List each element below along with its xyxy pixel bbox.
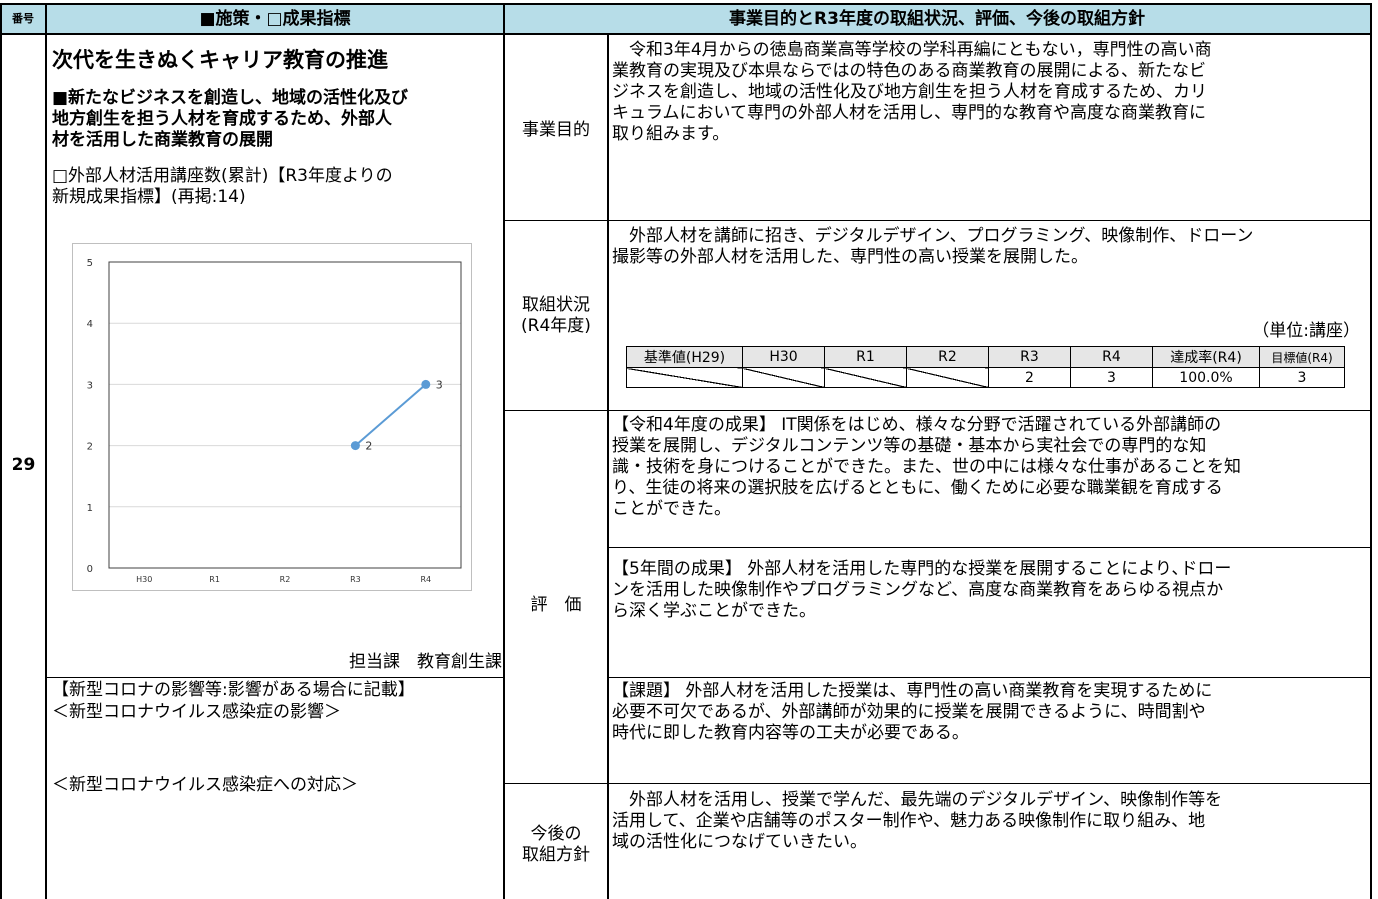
evaluation-5y-line: ンを活用した映像制作やプログラミングなど、高度な商業教育をあらゆる視点か — [612, 580, 1224, 600]
header-business: 事業目的とR3年度の取組状況、評価、今後の取組方針 — [504, 4, 1370, 34]
header-policy: ■施策・□成果指標 — [46, 4, 504, 34]
purpose-line: ジネスを創造し、地域の活性化及び地方創生を担う人材を育成するため、カリ — [612, 82, 1207, 102]
th-r4: R4 — [1070, 346, 1153, 368]
status-label: 取組状況 (R4年度) — [504, 295, 608, 337]
status-table: 基準値(H29) H30 R1 R2 R3 R4 達成率(R4) 目標値(R4)… — [626, 346, 1345, 388]
x-tick-label: R4 — [420, 575, 431, 584]
y-tick-label: 3 — [87, 380, 93, 391]
evaluation-r4-line: ことができた。 — [612, 499, 731, 519]
policy-title: 次代を生きぬくキャリア教育の推進 — [52, 48, 388, 72]
evaluation-issues-line: 【課題】 外部人材を活用した授業は、専門性の高い商業教育を実現するために — [612, 681, 1213, 701]
policy-subtitle-line: ■新たなビジネスを創造し、地域の活性化及び — [52, 88, 409, 108]
y-tick-label: 0 — [87, 564, 93, 575]
evaluation-issues: 【課題】 外部人材を活用した授業は、専門性の高い商業教育を実現するために 必要不… — [612, 681, 1368, 744]
evaluation-r4: 【令和4年度の成果】 IT関係をはじめ、様々な分野で活躍されている外部講師の 授… — [612, 415, 1368, 520]
td-r3: 2 — [988, 367, 1071, 388]
purpose-text: 令和3年4月からの徳島商業高等学校の学科再編にともない，専門性の高い商 業教育の… — [612, 40, 1368, 145]
policy-subtitle: ■新たなビジネスを創造し、地域の活性化及び 地方創生を担う人材を育成するため、外… — [52, 88, 504, 151]
status-text: 外部人材を講師に招き、デジタルデザイン、プログラミング、映像制作、ドローン 撮影… — [612, 226, 1368, 268]
evaluation-r4-line: 識・技術を身につけることができた。また、世の中には様々な仕事があることを知 — [612, 457, 1241, 477]
x-tick-label: R3 — [350, 575, 361, 584]
data-label: 3 — [436, 378, 443, 391]
th-target: 目標値(R4) — [1259, 346, 1345, 368]
evaluation-r4-line: 【令和4年度の成果】 IT関係をはじめ、様々な分野で活躍されている外部講師の — [612, 415, 1222, 435]
header-number: 番号 — [0, 4, 46, 34]
purpose-line: キュラムにおいて専門の外部人材を活用し、専門的な教育や高度な商業教育に — [612, 103, 1206, 123]
y-tick-label: 4 — [87, 319, 93, 330]
future-line: 活用して、企業や店舗等のポスター制作や、魅力ある映像制作に取り組み、地 — [612, 811, 1206, 831]
y-tick-label: 2 — [87, 442, 93, 453]
td-rate: 100.0% — [1152, 367, 1260, 388]
status-table-wrap: 基準値(H29) H30 R1 R2 R3 R4 達成率(R4) 目標値(R4)… — [626, 346, 1345, 388]
future-label-line: 取組方針 — [522, 845, 590, 865]
corona-heading: 【新型コロナの影響等:影響がある場合に記載】 — [52, 680, 415, 700]
td-r4: 3 — [1070, 367, 1153, 388]
indicator-label: □外部人材活用講座数(累計)【R3年度よりの 新規成果指標】(再掲:14) — [52, 166, 504, 208]
status-unit: （単位:講座） — [1252, 321, 1360, 341]
td-base — [626, 367, 743, 388]
purpose-line: 業教育の実現及び本県ならではの特色のある商業教育の展開による、新たなビ — [612, 61, 1206, 81]
future-label: 今後の 取組方針 — [504, 824, 608, 866]
future-line: 外部人材を活用し、授業で学んだ、最先端のデジタルデザイン、映像制作等を — [629, 790, 1223, 810]
future-label-line: 今後の — [530, 824, 582, 844]
y-tick-label: 1 — [87, 503, 93, 514]
th-h30: H30 — [742, 346, 825, 368]
th-r1: R1 — [824, 346, 907, 368]
plot-area — [108, 261, 462, 569]
department-label: 担当課 教育創生課 — [349, 652, 502, 672]
policy-subtitle-line: 地方創生を担う人材を育成するため、外部人 — [52, 109, 392, 129]
th-base: 基準値(H29) — [626, 346, 743, 368]
indicator-chart: 0 1 2 3 4 5 H30 R1 R2 R3 R4 2 3 — [87, 258, 462, 584]
evaluation-5y-line: 【5年間の成果】 外部人材を活用した専門的な授業を展開することにより､ドロー — [612, 559, 1232, 579]
y-tick-label: 5 — [87, 258, 93, 269]
evaluation-5y: 【5年間の成果】 外部人材を活用した専門的な授業を展開することにより､ドロー ン… — [612, 559, 1368, 622]
th-r2: R2 — [906, 346, 989, 368]
purpose-line: 令和3年4月からの徳島商業高等学校の学科再編にともない，専門性の高い商 — [629, 40, 1212, 60]
x-tick-label: R1 — [209, 575, 220, 584]
status-label-line: 取組状況 — [522, 295, 590, 315]
future-text: 外部人材を活用し、授業で学んだ、最先端のデジタルデザイン、映像制作等を 活用して… — [612, 790, 1368, 853]
evaluation-issues-line: 時代に即した教育内容等の工夫が必要である。 — [612, 723, 969, 743]
purpose-label: 事業目的 — [522, 120, 590, 140]
future-line: 域の活性化につなげていきたい。 — [612, 832, 867, 852]
status-line: 撮影等の外部人材を活用した、専門性の高い授業を展開した。 — [612, 247, 1088, 267]
policy-subtitle-line: 材を活用した商業教育の展開 — [52, 130, 273, 150]
evaluation-r4-line: り、生徒の将来の選択肢を広げるとともに、働くために必要な職業観を育成する — [612, 478, 1223, 498]
corona-response: ＜新型コロナウイルス感染症への対応＞ — [52, 775, 358, 795]
data-point — [421, 379, 431, 389]
status-line: 外部人材を講師に招き、デジタルデザイン、プログラミング、映像制作、ドローン — [629, 226, 1254, 246]
td-r2 — [906, 367, 989, 388]
corona-effect: ＜新型コロナウイルス感染症の影響＞ — [52, 702, 341, 722]
td-h30 — [742, 367, 825, 388]
data-point — [350, 441, 360, 451]
indicator-line: 新規成果指標】(再掲:14) — [52, 187, 246, 207]
th-rate: 達成率(R4) — [1152, 346, 1260, 368]
x-tick-label: R2 — [280, 575, 291, 584]
evaluation-label: 評 価 — [530, 595, 582, 615]
x-tick-label: H30 — [136, 575, 152, 584]
td-target: 3 — [1259, 367, 1345, 388]
data-label: 2 — [365, 440, 372, 453]
indicator-line: □外部人材活用講座数(累計)【R3年度よりの — [52, 166, 393, 186]
evaluation-r4-line: 授業を展開し、デジタルコンテンツ等の基礎・基本から実社会での専門的な知 — [612, 436, 1207, 456]
row-number: 29 — [11, 455, 36, 475]
purpose-line: 取り組みます。 — [612, 124, 730, 144]
td-r1 — [824, 367, 907, 388]
evaluation-5y-line: ら深く学ぶことができた。 — [612, 601, 816, 621]
chart-frame: 0 1 2 3 4 5 H30 R1 R2 R3 R4 2 3 — [72, 243, 472, 591]
th-r3: R3 — [988, 346, 1071, 368]
evaluation-issues-line: 必要不可欠であるが、外部講師が効果的に授業を展開できるように、時間割や — [612, 702, 1206, 722]
series-line — [354, 383, 427, 447]
status-label-line: (R4年度) — [521, 316, 591, 336]
